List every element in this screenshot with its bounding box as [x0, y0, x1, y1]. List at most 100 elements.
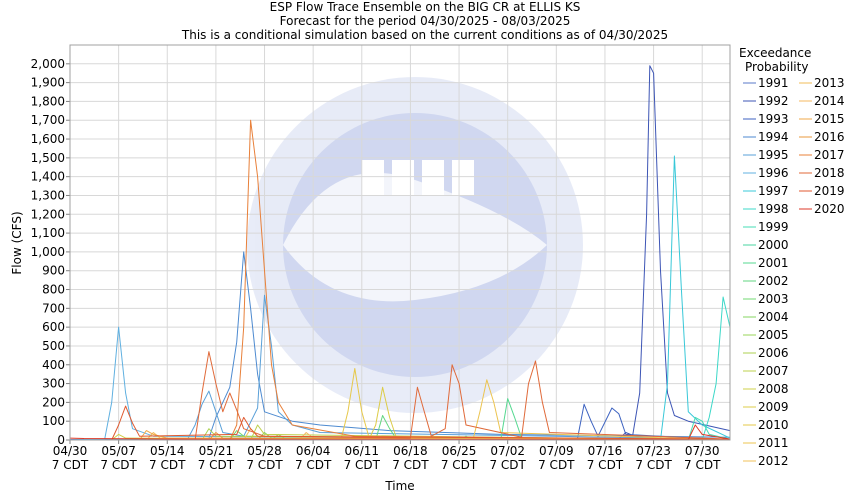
x-tick-label-time: 7 CDT: [295, 458, 332, 472]
y-tick-label: 1,400: [31, 170, 65, 184]
x-tick-label-time: 7 CDT: [489, 458, 526, 472]
x-tick-label-date: 06/25: [442, 444, 477, 458]
legend-label-2010: 2010: [758, 418, 789, 432]
legend-title-line2: Probability: [745, 60, 808, 74]
series-line-2019: [70, 405, 731, 441]
plot-area: [70, 45, 730, 440]
legend-title-line1: Exceedance: [739, 46, 811, 60]
legend-label-2000: 2000: [758, 238, 789, 252]
legend-label-2020: 2020: [814, 202, 845, 216]
y-tick-label: 1,300: [31, 188, 65, 202]
series-line-2017: [70, 119, 731, 441]
legend-label-2003: 2003: [758, 292, 789, 306]
x-tick-label-date: 06/04: [296, 444, 331, 458]
x-tick-label-time: 7 CDT: [344, 458, 381, 472]
legend-label-2013: 2013: [814, 76, 845, 90]
plot-border: [69, 44, 731, 441]
x-tick-label-time: 7 CDT: [198, 458, 235, 472]
x-tick-label-time: 7 CDT: [392, 458, 429, 472]
y-tick-label: 1,700: [31, 113, 65, 127]
y-tick-label: 1,200: [31, 207, 65, 221]
legend: Exceedance Probability 1991 1992 1993 1994 1…: [739, 46, 845, 468]
x-tick-label-date: 07/16: [588, 444, 623, 458]
legend-label-2017: 2017: [814, 148, 845, 162]
x-axis-title: Time: [384, 479, 414, 493]
legend-label-2014: 2014: [814, 94, 845, 108]
noaa-watermark: [247, 77, 583, 413]
x-tick-label-time: 7 CDT: [587, 458, 624, 472]
x-tick-label-time: 7 CDT: [246, 458, 283, 472]
y-tick-label: 2,000: [31, 57, 65, 71]
x-tick-label-date: 05/07: [101, 444, 136, 458]
y-tick-label: 1,500: [31, 151, 65, 165]
x-tick-label-time: 7 CDT: [635, 458, 672, 472]
legend-label-1999: 1999: [758, 220, 789, 234]
y-tick-label: 1,100: [31, 226, 65, 240]
series-line-1997: [70, 155, 731, 441]
y-tick-label: 300: [42, 377, 65, 391]
legend-label-1993: 1993: [758, 112, 789, 126]
legend-label-2006: 2006: [758, 346, 789, 360]
legend-label-1992: 1992: [758, 94, 789, 108]
legend-label-1996: 1996: [758, 166, 789, 180]
x-tick-label-time: 7 CDT: [100, 458, 137, 472]
y-tick-label: 100: [42, 414, 65, 428]
x-tick-label-date: 07/23: [636, 444, 671, 458]
legend-label-2018: 2018: [814, 166, 845, 180]
legend-label-2012: 2012: [758, 454, 789, 468]
chart-subtitle-period: Forecast for the period 04/30/2025 - 08/…: [280, 14, 571, 28]
x-tick-label-time: 7 CDT: [149, 458, 186, 472]
x-tick-label-time: 7 CDT: [684, 458, 721, 472]
legend-label-2001: 2001: [758, 256, 789, 270]
grid-layer: [69, 45, 730, 441]
x-tick-label-time: 7 CDT: [52, 458, 89, 472]
legend-label-1994: 1994: [758, 130, 789, 144]
axis-layer: 0 100 200 300 400 500 600 700 800 900 1,000 1,100 1,…: [31, 44, 731, 472]
y-tick-label: 1,000: [31, 245, 65, 259]
x-tick-label-date: 07/09: [539, 444, 574, 458]
legend-label-2009: 2009: [758, 400, 789, 414]
series-line-1996: [69, 326, 731, 441]
x-tick-label-date: 07/02: [490, 444, 525, 458]
legend-label-1998: 1998: [758, 202, 789, 216]
y-tick-label: 700: [42, 301, 65, 315]
y-tick-label: 1,800: [31, 94, 65, 108]
x-tick-label-date: 05/28: [247, 444, 282, 458]
legend-label-2019: 2019: [814, 184, 845, 198]
y-tick-label: 900: [42, 264, 65, 278]
legend-label-2007: 2007: [758, 364, 789, 378]
x-tick-label-time: 7 CDT: [538, 458, 575, 472]
legend-label-2016: 2016: [814, 130, 845, 144]
x-tick-label-date: 05/21: [199, 444, 234, 458]
x-tick-label-date: 04/30: [53, 444, 88, 458]
y-axis-title: Flow (CFS): [10, 211, 24, 274]
legend-label-1995: 1995: [758, 148, 789, 162]
y-tick-label: 1,600: [31, 132, 65, 146]
legend-label-2002: 2002: [758, 274, 789, 288]
y-tick-label: 200: [42, 395, 65, 409]
legend-label-1991: 1991: [758, 76, 789, 90]
series-line-1993: [70, 403, 731, 441]
y-tick-label: 600: [42, 320, 65, 334]
chart-title: ESP Flow Trace Ensemble on the BIG CR at…: [270, 0, 581, 14]
y-tick-label: 400: [42, 358, 65, 372]
legend-label-2011: 2011: [758, 436, 789, 450]
y-tick-label: 500: [42, 339, 65, 353]
legend-label-2015: 2015: [814, 112, 845, 126]
y-tick-label: 800: [42, 283, 65, 297]
x-tick-label-date: 07/30: [685, 444, 720, 458]
legend-label-2005: 2005: [758, 328, 789, 342]
y-tick-label: 0: [57, 433, 65, 447]
x-tick-label-date: 06/11: [344, 444, 379, 458]
y-tick-label: 1,900: [31, 76, 65, 90]
x-tick-label-date: 06/18: [393, 444, 428, 458]
legend-label-2008: 2008: [758, 382, 789, 396]
series-line-2018: [70, 351, 731, 441]
chart-subtitle-conditional: This is a conditional simulation based o…: [181, 28, 668, 42]
x-tick-label-date: 05/14: [150, 444, 185, 458]
legend-label-1997: 1997: [758, 184, 789, 198]
legend-label-2004: 2004: [758, 310, 789, 324]
x-tick-label-time: 7 CDT: [441, 458, 478, 472]
